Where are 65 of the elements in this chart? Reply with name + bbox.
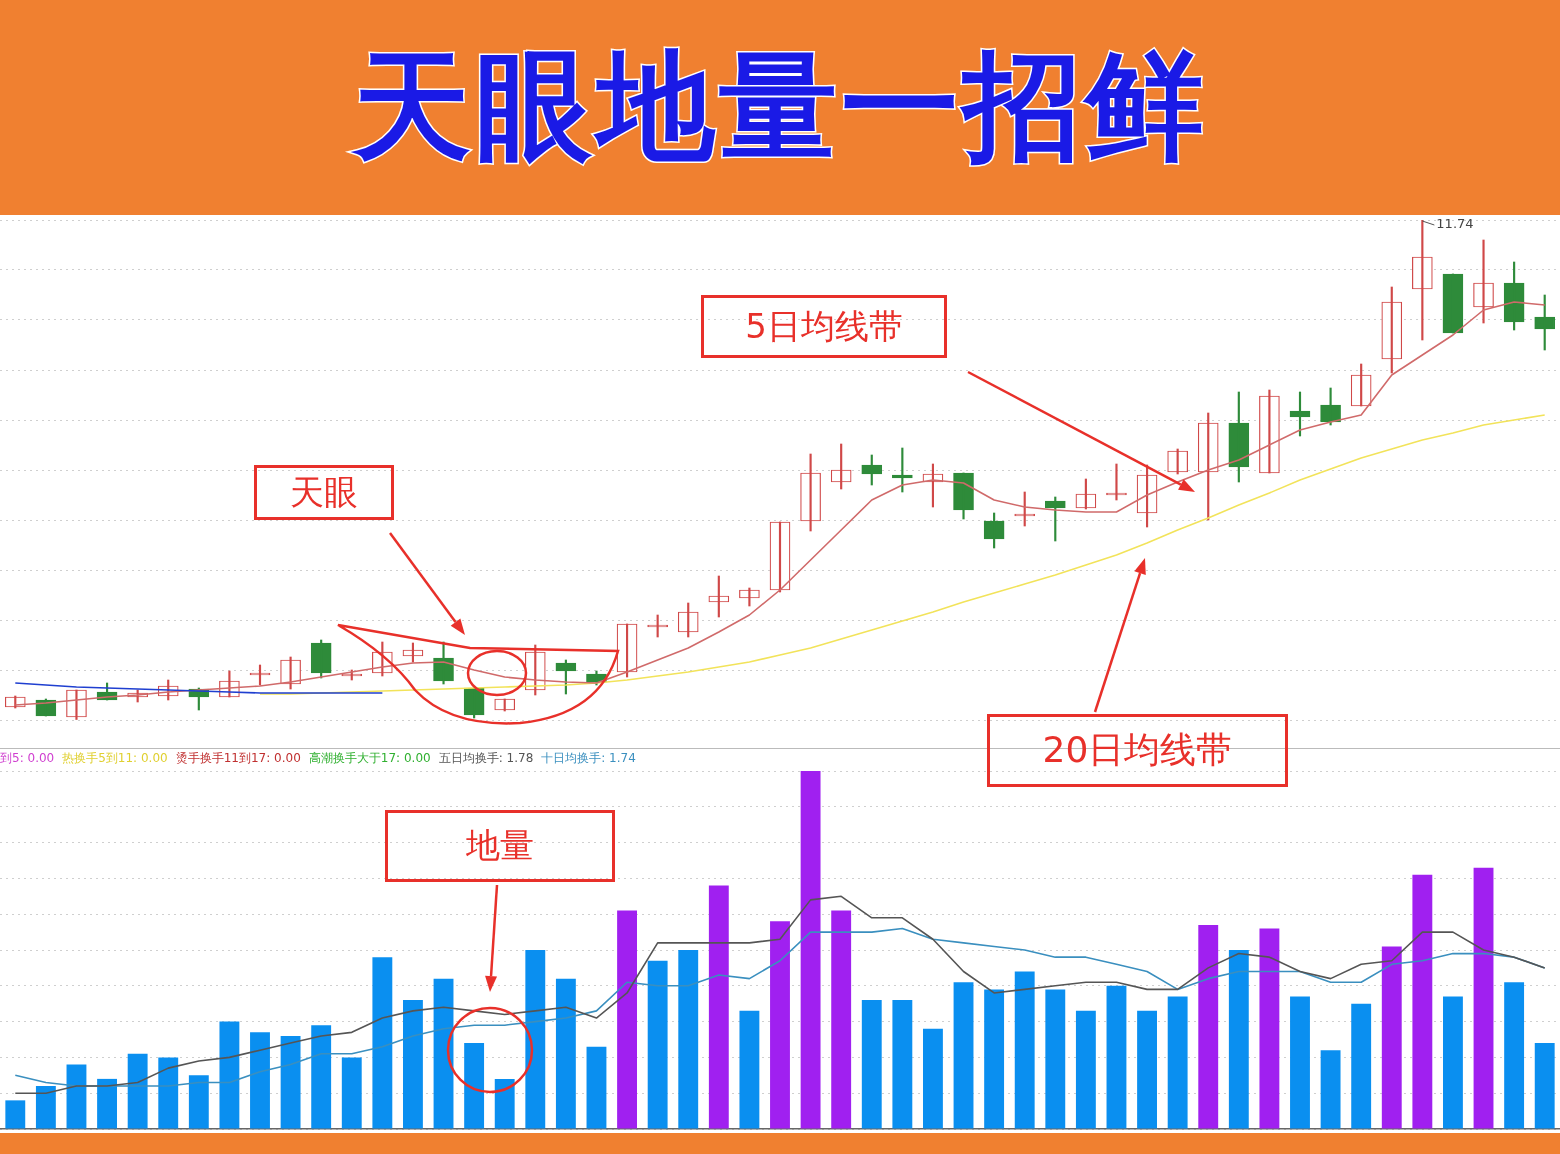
bar — [127, 1053, 148, 1129]
bar — [586, 1046, 607, 1129]
text: 到5: 0.00 — [0, 750, 55, 767]
annotation: 天眼 — [254, 465, 394, 520]
bar — [708, 885, 729, 1129]
bar — [831, 910, 852, 1129]
bar — [403, 1000, 423, 1129]
bar — [1534, 1043, 1555, 1129]
bar — [464, 1043, 485, 1129]
text: 烫手换手11到17: 0.00 — [175, 750, 301, 767]
bar — [1167, 996, 1188, 1129]
bar — [1106, 985, 1127, 1129]
bar — [1504, 982, 1525, 1129]
bar — [555, 978, 576, 1129]
bar — [1351, 1003, 1372, 1129]
bar — [1259, 928, 1280, 1129]
text: 高潮换手大于17: 0.00 — [308, 750, 431, 767]
bar — [1381, 946, 1402, 1129]
bar — [923, 1028, 943, 1129]
bar — [158, 1057, 179, 1129]
bar — [341, 1057, 362, 1129]
bar — [66, 1064, 87, 1129]
bar — [280, 1035, 301, 1129]
candlestick — [800, 453, 821, 532]
bar — [372, 957, 393, 1129]
bar — [35, 1086, 56, 1129]
bar — [1290, 996, 1310, 1129]
bar — [433, 978, 454, 1129]
bar — [678, 950, 699, 1129]
bar — [861, 1000, 882, 1129]
text: 五日均换手: 1.78 — [438, 750, 534, 767]
text: 热换手5到11: 0.00 — [62, 750, 168, 767]
bar — [219, 1021, 240, 1129]
bar — [1198, 924, 1219, 1129]
bar — [1137, 1010, 1157, 1129]
candlestick — [1259, 389, 1280, 474]
bar — [1014, 971, 1035, 1129]
bar — [953, 982, 974, 1129]
bar — [525, 950, 546, 1129]
bar — [1473, 867, 1494, 1129]
bar — [1045, 989, 1066, 1129]
bar — [617, 910, 637, 1129]
bar — [494, 1078, 515, 1129]
bar — [1412, 874, 1433, 1129]
bar — [800, 771, 821, 1129]
bar — [739, 1010, 760, 1129]
bar — [1228, 950, 1249, 1129]
bar — [892, 1000, 913, 1129]
annotation: 11.74 — [1436, 216, 1474, 232]
annotation: 5日均线带 — [701, 295, 947, 358]
text: 十日均换手: 1.74 — [541, 750, 636, 767]
annotation: 地量 — [385, 810, 615, 882]
bar — [1075, 1010, 1096, 1129]
bar — [97, 1078, 117, 1129]
bar — [770, 921, 790, 1129]
bar — [647, 960, 668, 1129]
bar — [5, 1100, 26, 1129]
bar — [250, 1032, 270, 1129]
bar — [311, 1025, 332, 1129]
chart-title: 天眼地量一招鲜 — [353, 35, 1207, 177]
bar — [188, 1075, 209, 1129]
bar — [984, 989, 1005, 1129]
text: 20日均线带 — [987, 714, 1288, 787]
bar — [1320, 1050, 1341, 1129]
bar — [1443, 996, 1463, 1129]
